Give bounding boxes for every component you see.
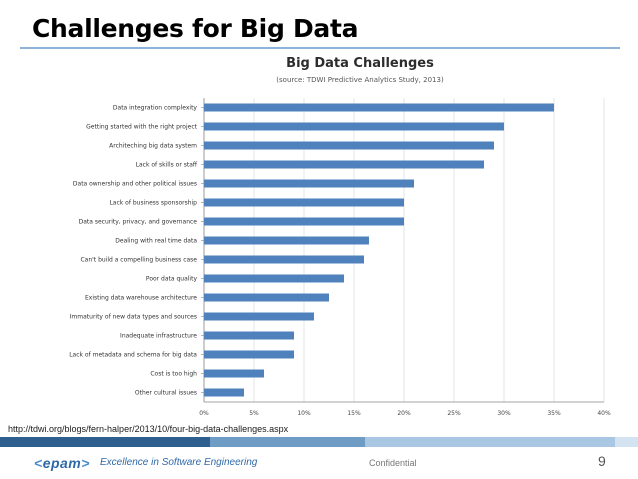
category-label: Lack of skills or staff: [136, 162, 198, 169]
category-label: Data integration complexity: [113, 105, 198, 112]
epam-logo: <epam>: [34, 455, 90, 471]
x-tick-label: 10%: [297, 410, 311, 417]
bar: [204, 312, 314, 321]
category-label: Cost is too high: [150, 371, 197, 378]
category-label: Data security, privacy, and governance: [79, 219, 198, 226]
bar: [204, 160, 484, 169]
x-tick-label: 25%: [447, 410, 461, 417]
category-label: Lack of business sponsorship: [109, 200, 197, 207]
bar: [204, 236, 369, 245]
footer-bar-segment: [0, 437, 210, 447]
bar: [204, 369, 264, 378]
bar: [204, 255, 364, 264]
category-label: Poor data quality: [146, 276, 198, 283]
category-label: Getting started with the right project: [86, 124, 197, 131]
category-label: Existing data warehouse architecture: [85, 295, 197, 302]
bar: [204, 122, 504, 131]
footer-bar-segment: [615, 437, 638, 447]
category-label: Lack of metadata and schema for big data: [69, 352, 197, 359]
chart-subtitle: (source: TDWI Predictive Analytics Study…: [276, 76, 444, 84]
bar: [204, 388, 244, 397]
category-label: Inadequate infrastructure: [120, 333, 197, 340]
x-tick-label: 5%: [249, 410, 259, 417]
x-tick-label: 40%: [597, 410, 611, 417]
page-number: 9: [598, 453, 606, 469]
bar: [204, 198, 404, 207]
title-divider: [20, 47, 620, 49]
category-label: Architeching big data system: [109, 143, 197, 150]
bar: [204, 141, 494, 150]
bar: [204, 179, 414, 188]
x-tick-label: 20%: [397, 410, 411, 417]
x-tick-label: 30%: [497, 410, 511, 417]
footer-bar-segment: [210, 437, 365, 447]
bar: [204, 350, 294, 359]
bar: [204, 217, 404, 226]
source-link[interactable]: http://tdwi.org/blogs/fern-halper/2013/1…: [8, 424, 289, 434]
bar: [204, 274, 344, 283]
confidential-label: Confidential: [369, 458, 417, 468]
bar: [204, 331, 294, 340]
slide-title: Challenges for Big Data: [32, 14, 359, 43]
category-label: Dealing with real time data: [115, 238, 197, 245]
category-label: Data ownership and other political issue…: [73, 181, 197, 188]
category-label: Immaturity of new data types and sources: [70, 314, 197, 321]
category-label: Other cultural issues: [135, 390, 197, 397]
x-tick-label: 15%: [347, 410, 361, 417]
bar: [204, 293, 329, 302]
footer-bar-segment: [365, 437, 615, 447]
category-label: Can't build a compelling business case: [80, 257, 197, 264]
x-tick-label: 0%: [199, 410, 209, 417]
x-tick-label: 35%: [547, 410, 561, 417]
bar: [204, 103, 554, 112]
footer-tagline: Excellence in Software Engineering: [100, 457, 258, 468]
chart-title: Big Data Challenges: [286, 56, 434, 71]
